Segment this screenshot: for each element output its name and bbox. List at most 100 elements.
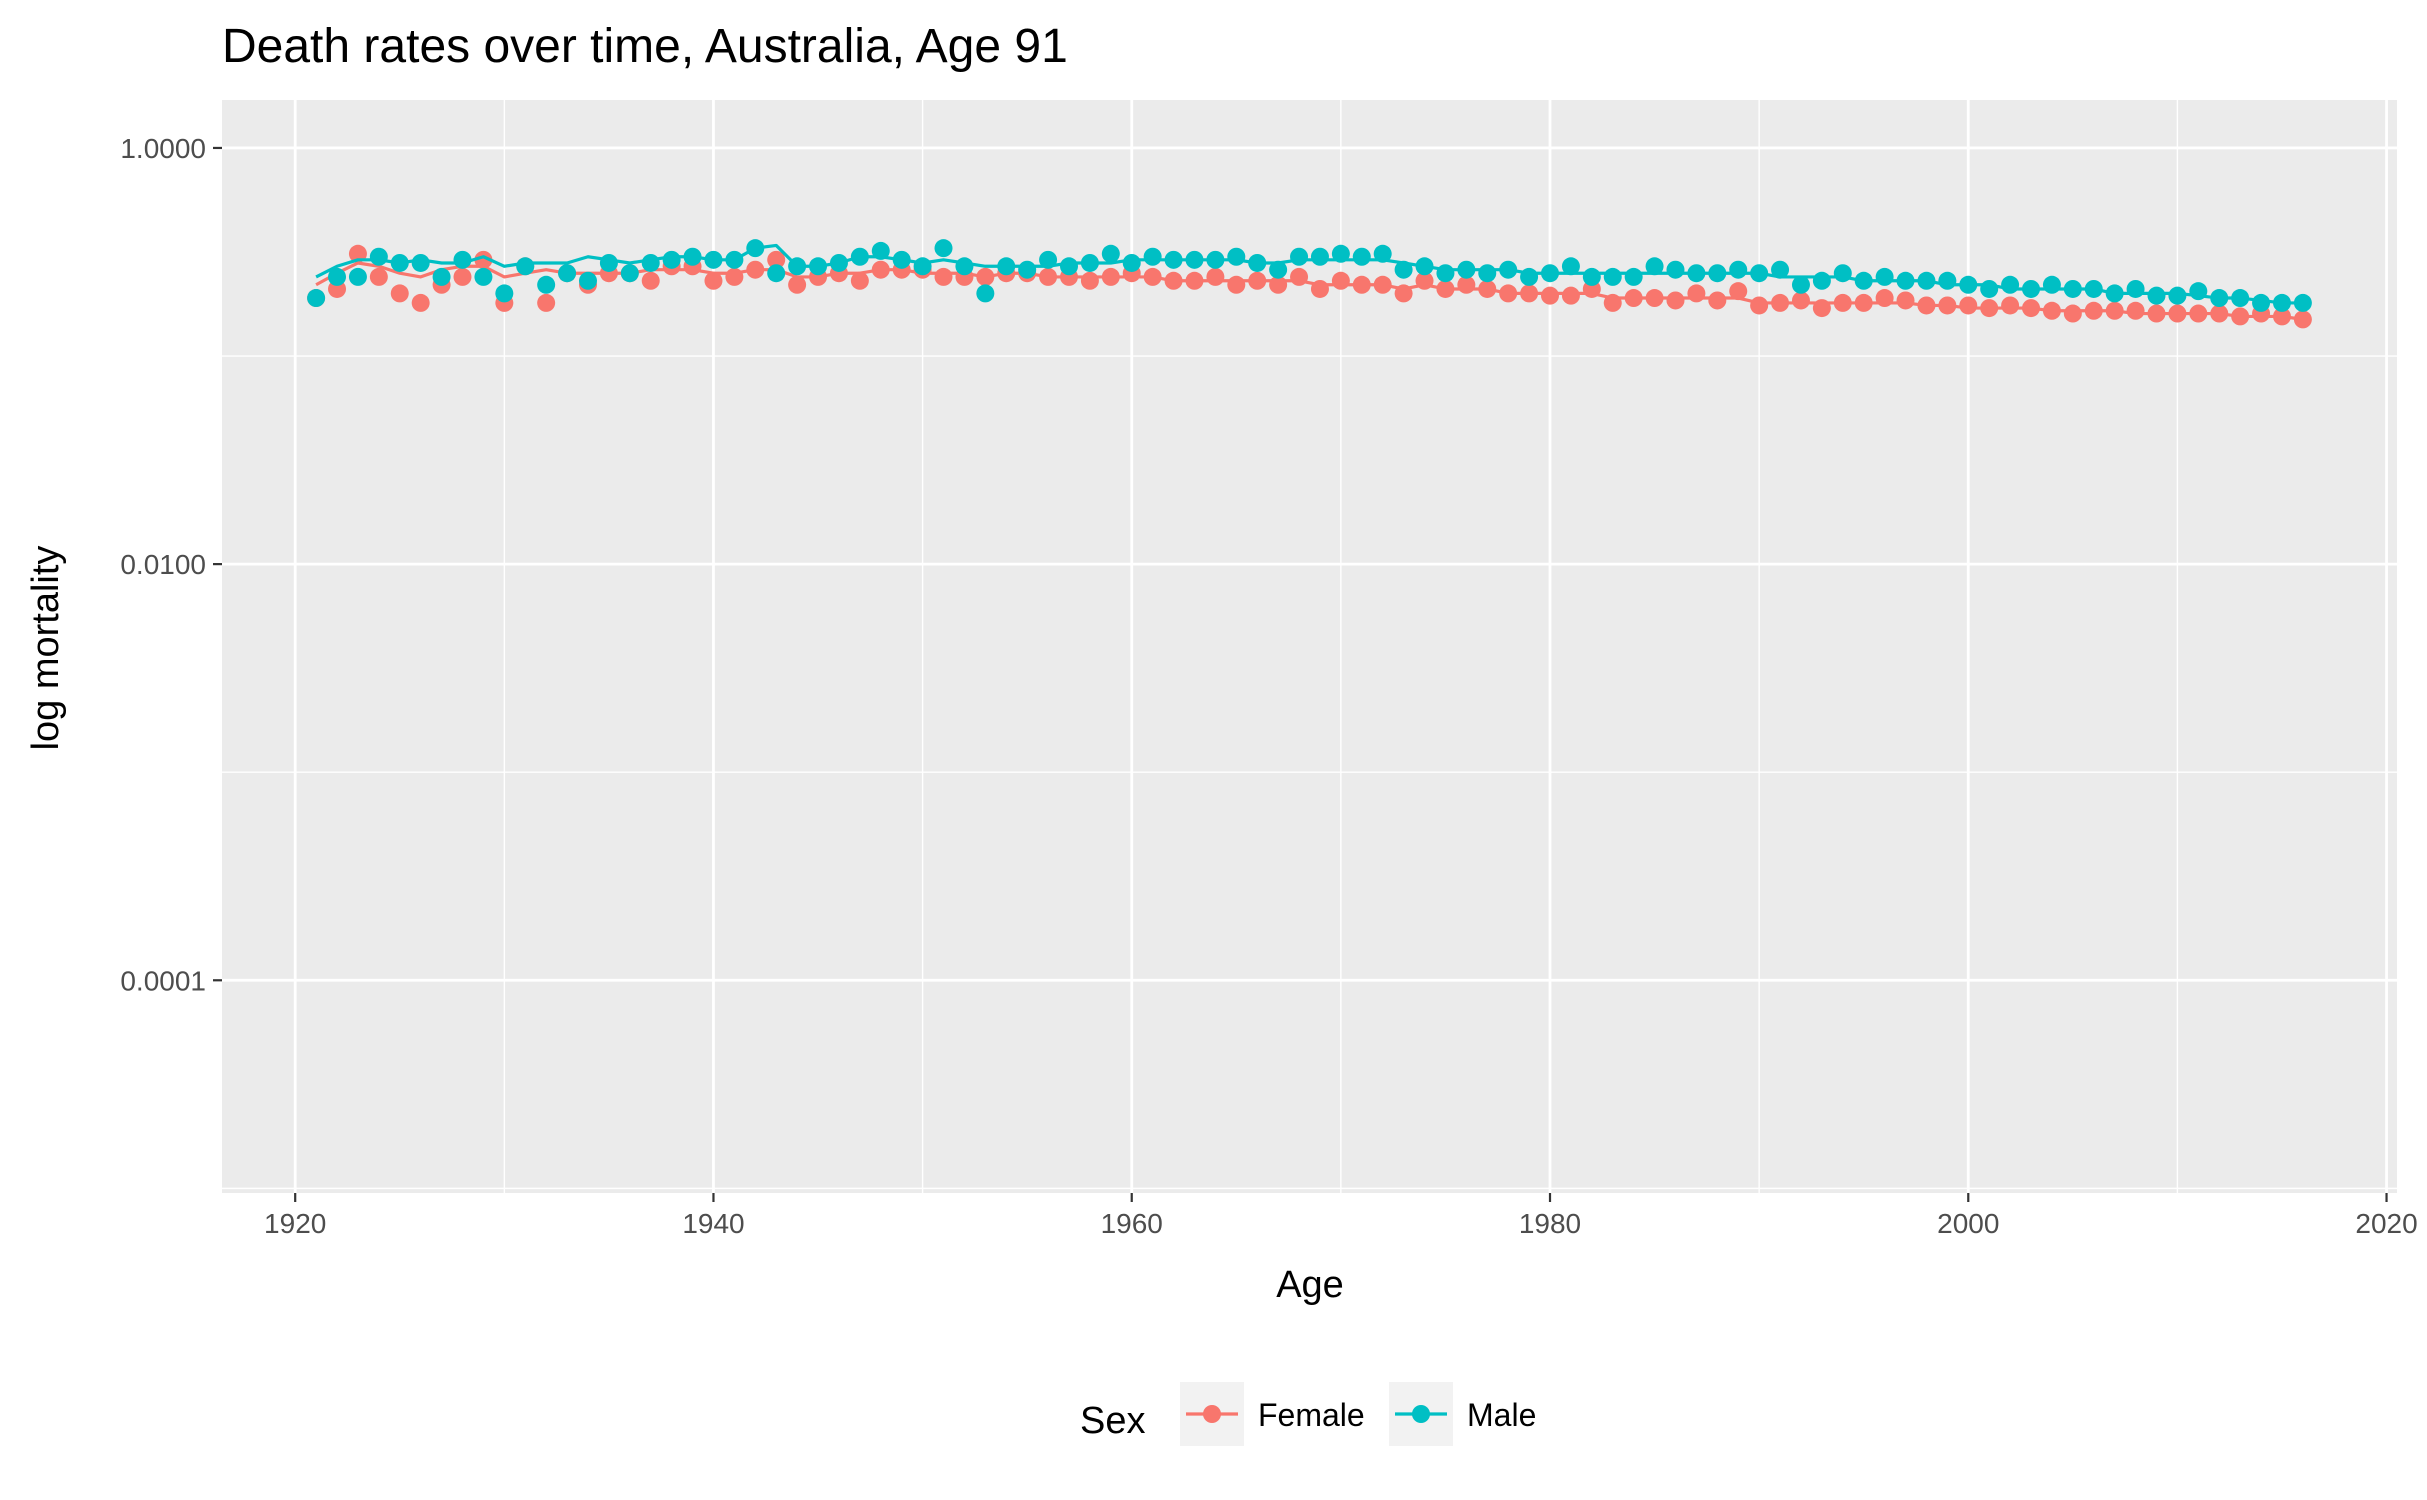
y-tick-label: 0.0001 <box>120 965 206 996</box>
data-point-male <box>1185 250 1204 269</box>
data-point-male <box>411 253 430 272</box>
data-point-female <box>871 260 890 279</box>
data-point-male <box>307 289 326 308</box>
data-point-male <box>1269 260 1288 279</box>
data-point-male <box>997 257 1016 276</box>
data-point-female <box>537 293 556 312</box>
data-point-male <box>1080 253 1099 272</box>
data-point-male <box>1582 267 1601 286</box>
data-point-female <box>1101 267 1120 286</box>
data-point-female <box>2210 304 2229 323</box>
data-point-male <box>1624 267 1643 286</box>
legend-item-female: Female <box>1180 1382 1365 1446</box>
y-tick-label: 1.0000 <box>120 133 206 164</box>
data-point-male <box>955 257 974 276</box>
data-point-male <box>516 257 535 276</box>
data-point-female <box>1269 275 1288 294</box>
data-point-female <box>704 271 723 290</box>
data-point-male <box>1541 264 1559 283</box>
data-point-female <box>1080 271 1099 290</box>
legend: Sex Female Male <box>1080 1382 1536 1446</box>
data-point-male <box>328 267 347 286</box>
data-point-male <box>934 239 953 258</box>
y-axis-label: log mortality <box>25 546 67 751</box>
data-point-female <box>1206 267 1225 286</box>
legend-title: Sex <box>1080 1400 1145 1442</box>
data-point-female <box>746 260 765 279</box>
data-point-male <box>474 267 493 286</box>
data-point-male <box>1436 264 1455 283</box>
y-axis: 1.0000 0.0100 0.0001 <box>120 133 222 996</box>
data-point-male <box>1603 267 1622 286</box>
data-point-female <box>1603 293 1622 312</box>
data-point-male <box>1290 247 1309 266</box>
data-point-male <box>788 257 807 276</box>
data-point-male <box>1812 271 1831 290</box>
x-tick-label: 2000 <box>1937 1208 1999 1239</box>
data-point-female <box>1499 284 1518 303</box>
data-point-male <box>1143 247 1162 266</box>
data-point-male <box>2272 293 2291 312</box>
data-point-female <box>1561 286 1580 305</box>
x-tick-label: 1940 <box>682 1208 744 1239</box>
data-point-male <box>1331 244 1350 263</box>
data-point-female <box>767 250 786 269</box>
data-point-female <box>1520 284 1539 303</box>
data-point-male <box>432 267 451 286</box>
data-point-female <box>1917 296 1936 315</box>
data-point-male <box>2105 284 2124 303</box>
data-point-male <box>620 264 639 283</box>
legend-label-female: Female <box>1258 1397 1365 1433</box>
data-point-female <box>1791 291 1810 310</box>
data-point-male <box>725 250 744 269</box>
data-point-male <box>558 264 577 283</box>
series-layer <box>307 239 2312 329</box>
data-point-female <box>2189 304 2208 323</box>
data-point-male <box>809 257 828 276</box>
data-point-female <box>1854 293 1873 312</box>
data-point-male <box>2147 286 2166 305</box>
data-point-female <box>1290 267 1309 286</box>
data-point-male <box>2189 282 2208 301</box>
data-point-male <box>662 250 681 269</box>
x-tick-label: 1960 <box>1101 1208 1163 1239</box>
legend-key-point-male <box>1412 1405 1430 1423</box>
data-point-female <box>2084 301 2103 320</box>
data-point-female <box>1875 289 1894 308</box>
data-point-female <box>1373 275 1392 294</box>
data-point-female <box>411 293 430 312</box>
data-point-male <box>1520 267 1539 286</box>
data-point-male <box>850 247 869 266</box>
data-point-female <box>1666 291 1685 310</box>
data-point-male <box>976 284 995 303</box>
data-point-male <box>2063 279 2082 298</box>
data-point-male <box>453 250 472 269</box>
data-point-male <box>913 257 932 276</box>
data-point-female <box>1331 271 1350 290</box>
data-point-female <box>1687 284 1706 303</box>
data-point-female <box>2063 304 2082 323</box>
data-point-male <box>578 271 597 290</box>
legend-items: Female Male <box>1180 1382 1536 1446</box>
data-point-male <box>2084 279 2103 298</box>
data-point-male <box>767 264 786 283</box>
data-point-female <box>2293 310 2312 329</box>
data-point-female <box>2272 307 2291 326</box>
data-point-female <box>1708 291 1727 310</box>
data-point-female <box>1624 289 1643 308</box>
data-point-female <box>1039 267 1058 286</box>
data-point-male <box>2126 279 2145 298</box>
data-point-male <box>1101 244 1120 263</box>
data-point-male <box>390 253 409 272</box>
data-point-male <box>829 253 848 272</box>
data-point-female <box>1248 271 1267 290</box>
data-point-female <box>1143 267 1162 286</box>
data-point-male <box>2022 279 2041 298</box>
data-point-female <box>1457 275 1476 294</box>
data-point-female <box>474 250 493 269</box>
data-point-female <box>1980 299 1999 318</box>
legend-label-male: Male <box>1467 1397 1536 1433</box>
data-point-male <box>2042 275 2061 294</box>
data-point-male <box>1729 260 1748 279</box>
